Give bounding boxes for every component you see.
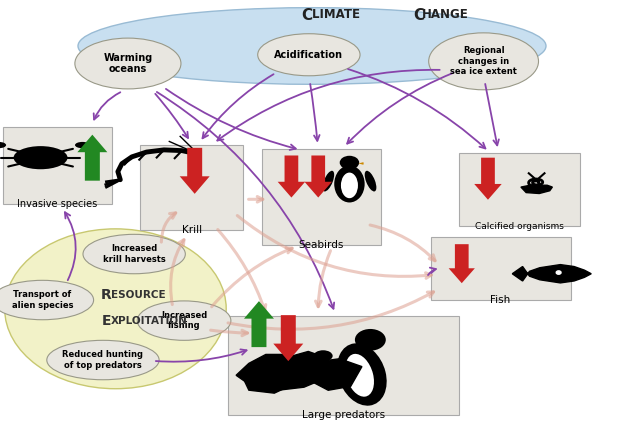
- FancyArrow shape: [180, 148, 210, 194]
- Text: C: C: [301, 8, 312, 23]
- Ellipse shape: [339, 156, 359, 170]
- Ellipse shape: [334, 166, 364, 202]
- Ellipse shape: [323, 171, 334, 191]
- Text: Regional
changes in
sea ice extent: Regional changes in sea ice extent: [450, 46, 517, 76]
- Ellipse shape: [5, 229, 226, 389]
- Text: Large predators: Large predators: [301, 410, 385, 420]
- FancyArrow shape: [449, 244, 475, 283]
- FancyBboxPatch shape: [140, 145, 243, 230]
- Text: R: R: [100, 288, 111, 302]
- Text: Acidification: Acidification: [275, 50, 343, 60]
- FancyArrow shape: [474, 158, 502, 200]
- Polygon shape: [521, 185, 552, 194]
- Ellipse shape: [345, 354, 374, 397]
- Text: Invasive species: Invasive species: [17, 199, 97, 209]
- Text: ESOURCE: ESOURCE: [111, 290, 166, 300]
- Ellipse shape: [429, 33, 539, 90]
- Wedge shape: [358, 162, 364, 165]
- Polygon shape: [245, 381, 287, 393]
- Circle shape: [556, 271, 561, 274]
- FancyBboxPatch shape: [262, 149, 381, 245]
- FancyArrow shape: [305, 155, 332, 198]
- Text: LIMATE: LIMATE: [312, 8, 364, 21]
- Ellipse shape: [258, 34, 360, 76]
- FancyArrow shape: [273, 315, 303, 361]
- FancyBboxPatch shape: [3, 127, 112, 204]
- Ellipse shape: [0, 280, 94, 320]
- FancyBboxPatch shape: [431, 237, 571, 300]
- FancyBboxPatch shape: [459, 153, 580, 226]
- Text: Increased
fishing: Increased fishing: [161, 311, 207, 330]
- Text: HANGE: HANGE: [422, 8, 469, 21]
- Text: Warming
oceans: Warming oceans: [104, 53, 152, 74]
- Text: XPLOITATION: XPLOITATION: [111, 316, 188, 326]
- Ellipse shape: [314, 350, 333, 362]
- FancyArrow shape: [278, 155, 305, 198]
- FancyBboxPatch shape: [228, 316, 459, 415]
- Ellipse shape: [137, 301, 231, 340]
- Text: C: C: [414, 8, 425, 23]
- FancyArrow shape: [244, 301, 274, 347]
- Text: E: E: [102, 314, 111, 328]
- Ellipse shape: [83, 234, 185, 274]
- Ellipse shape: [341, 173, 358, 198]
- Ellipse shape: [0, 142, 6, 148]
- Ellipse shape: [47, 340, 159, 380]
- Text: Calcified organisms: Calcified organisms: [475, 222, 563, 231]
- Text: Seabirds: Seabirds: [299, 240, 344, 251]
- Text: Reduced hunting
of top predators: Reduced hunting of top predators: [62, 350, 144, 370]
- FancyArrow shape: [77, 135, 107, 181]
- Ellipse shape: [337, 343, 387, 406]
- Ellipse shape: [75, 142, 90, 148]
- Ellipse shape: [364, 171, 376, 191]
- Text: Transport of
alien species: Transport of alien species: [12, 290, 73, 310]
- Ellipse shape: [355, 329, 386, 351]
- Ellipse shape: [14, 146, 67, 169]
- Polygon shape: [512, 265, 592, 283]
- Polygon shape: [236, 351, 334, 390]
- Text: Increased
krill harvests: Increased krill harvests: [103, 244, 165, 264]
- Text: Fish: Fish: [490, 295, 510, 305]
- Ellipse shape: [78, 8, 546, 84]
- Polygon shape: [306, 359, 362, 390]
- Ellipse shape: [75, 38, 181, 89]
- Text: Krill: Krill: [182, 225, 202, 235]
